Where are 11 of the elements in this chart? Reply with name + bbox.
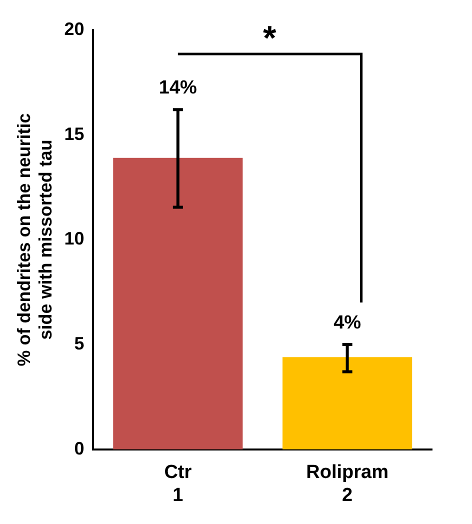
y-tick-label: 20 <box>64 18 84 39</box>
data-label: 4% <box>334 312 362 334</box>
y-tick-label: 10 <box>64 228 84 249</box>
y-tick-label: 5 <box>74 334 84 354</box>
x-tick-label: Rolipram 2 <box>306 462 388 506</box>
annotation: * <box>262 19 277 58</box>
data-label: 14% <box>158 77 198 98</box>
y-axis-title: % of dendrites on the neuritic side with missorted tau <box>14 113 56 366</box>
x-tick-label: Ctr 1 <box>164 462 192 506</box>
y-tick-label: 0 <box>74 438 84 458</box>
y-tick-label: 15 <box>64 124 84 144</box>
